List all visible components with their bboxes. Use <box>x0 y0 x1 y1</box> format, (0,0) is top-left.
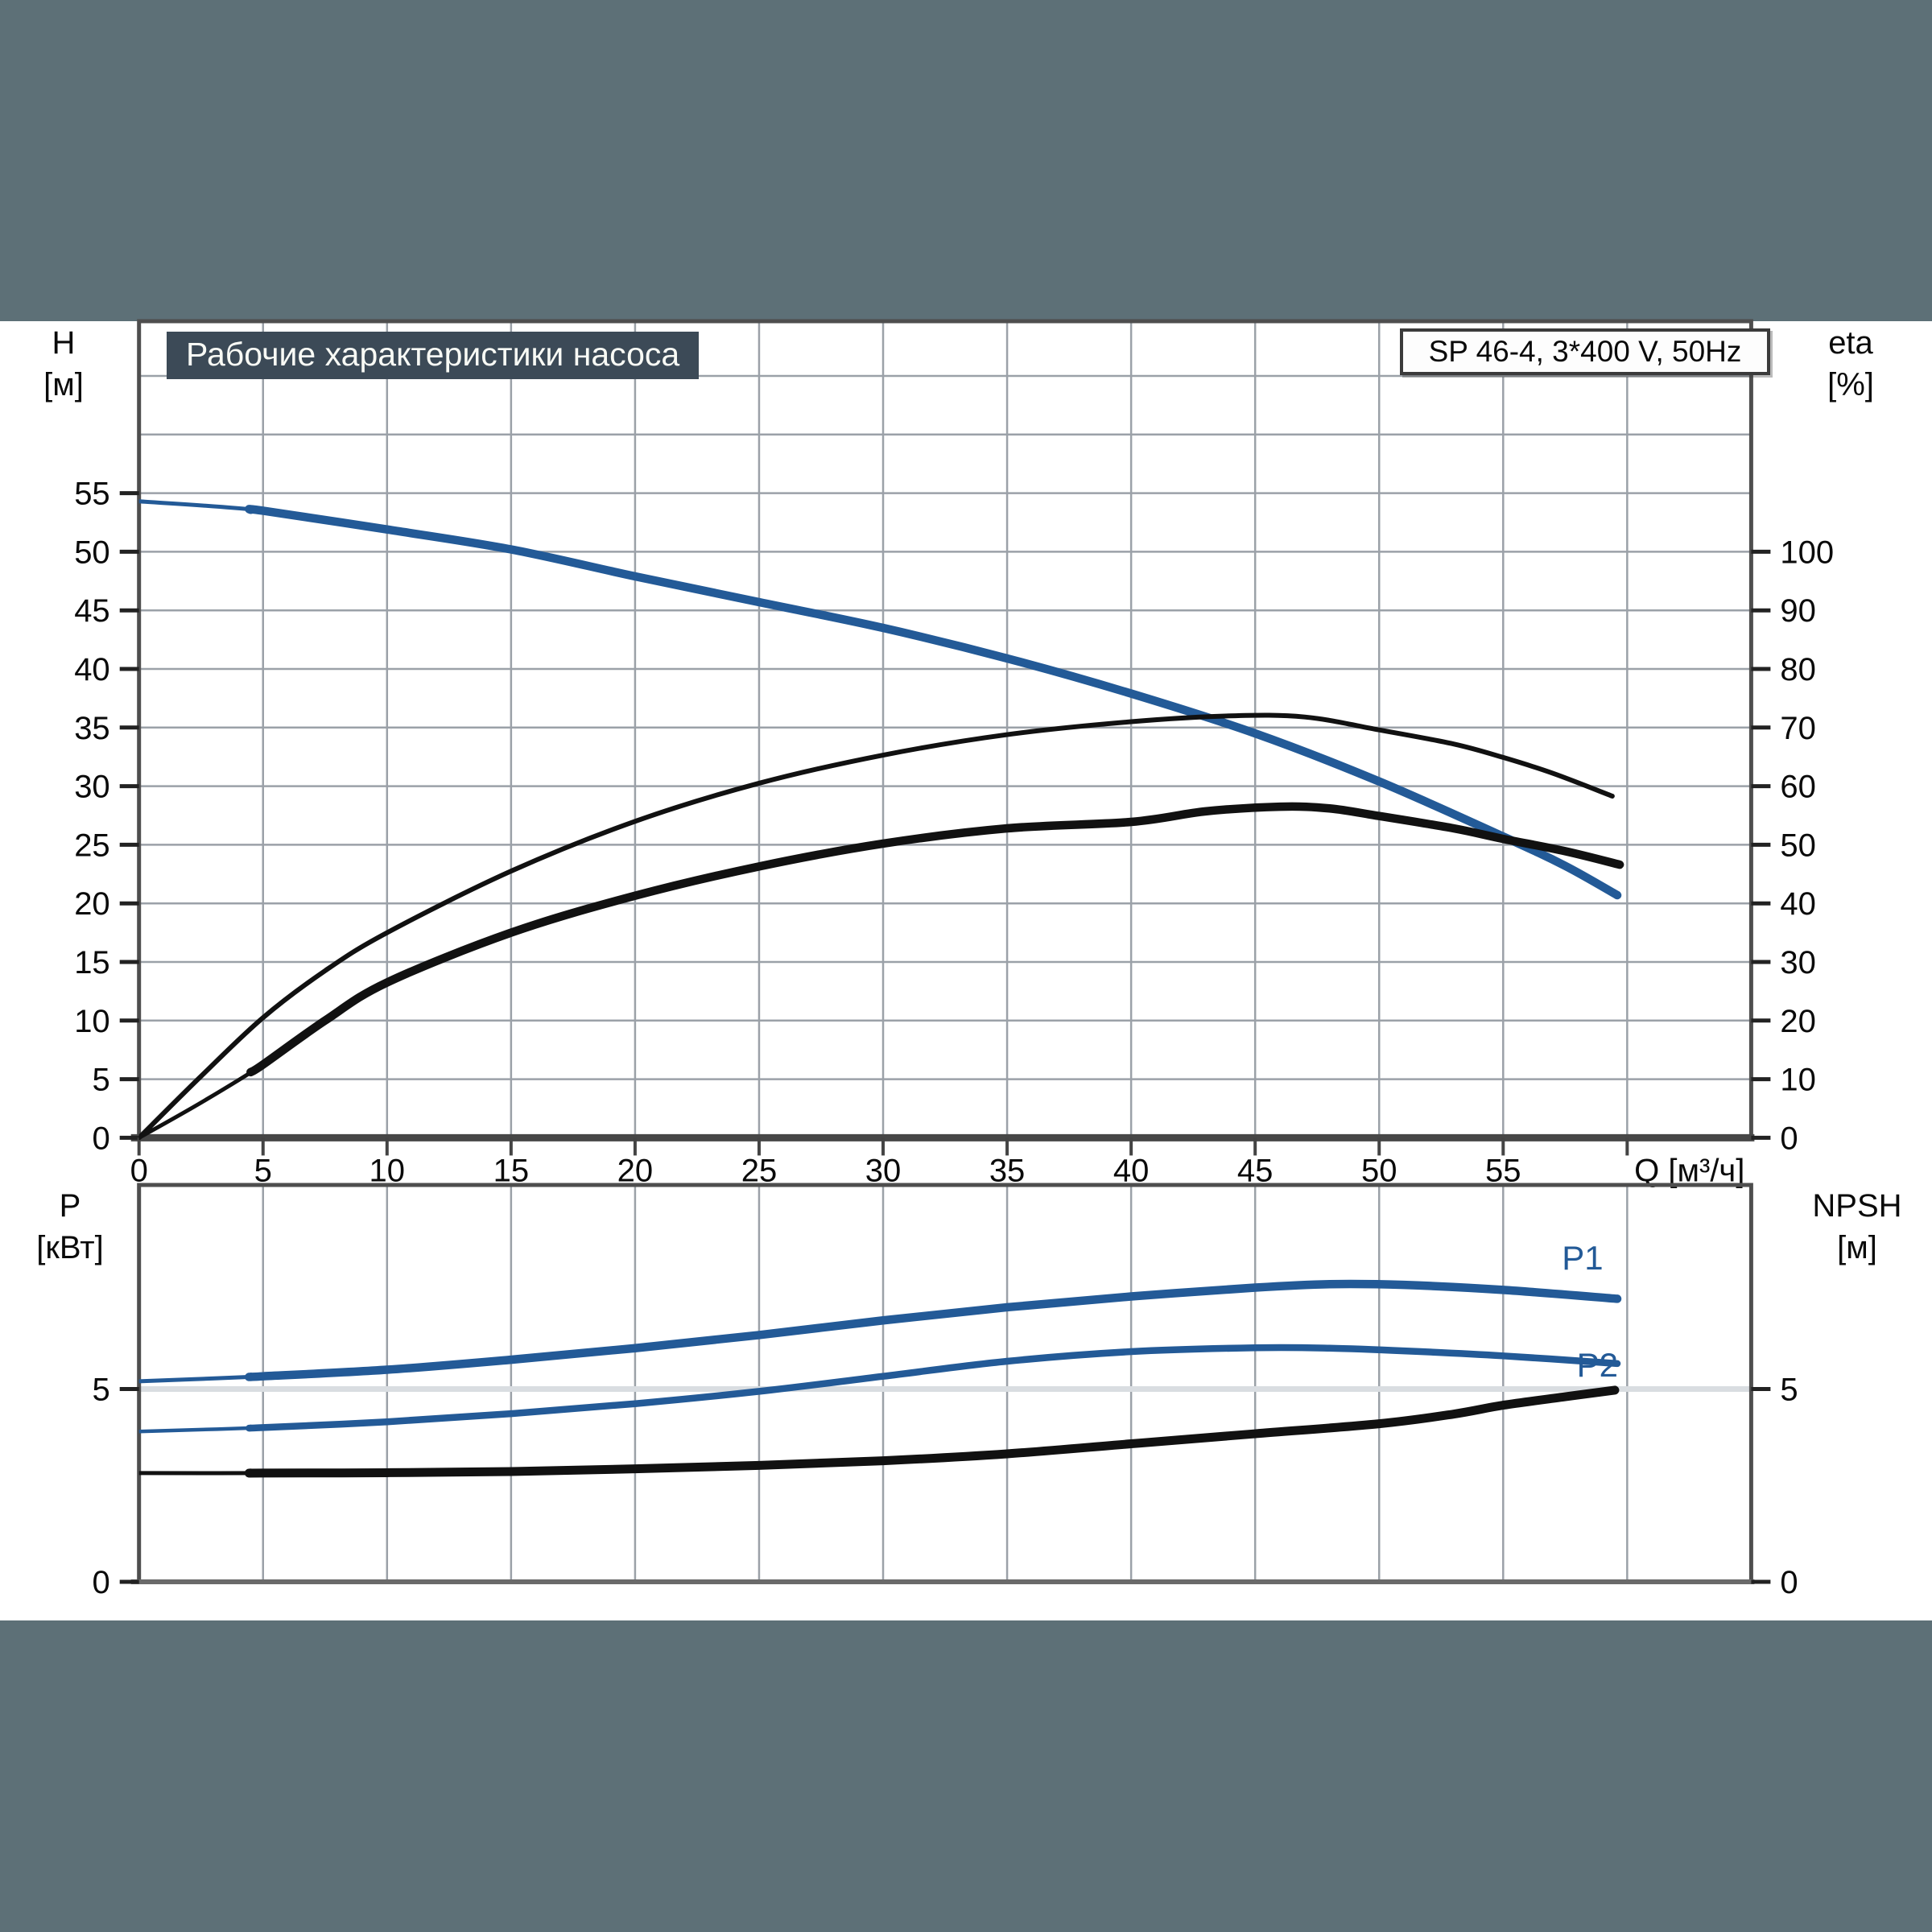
upper-chart: 0510152025303540455055010203040506070809… <box>74 319 1834 1188</box>
eta-pump-curve <box>138 712 1615 1141</box>
upper-curves <box>138 499 1624 1141</box>
flow-tick-label: 10 <box>369 1153 406 1188</box>
upper-right-tick-label: 0 <box>1780 1121 1798 1156</box>
upper-right-tick-label: 60 <box>1780 770 1816 805</box>
npsh-curve-duty <box>244 1385 1620 1478</box>
flow-tick-label: 5 <box>254 1153 272 1188</box>
flow-tick-label: 45 <box>1237 1153 1274 1188</box>
flow-tick-label: 15 <box>493 1153 530 1188</box>
upper-left-tick-label: 45 <box>74 593 110 629</box>
power-axis-unit: [кВт] <box>36 1230 104 1265</box>
flow-tick-label: 25 <box>741 1153 778 1188</box>
upper-right-tick-label: 20 <box>1780 1004 1816 1039</box>
eta-total-curve <box>138 804 1622 1140</box>
eta-total-curve-duty <box>246 802 1624 1077</box>
upper-right-tick-label: 40 <box>1780 886 1816 922</box>
upper-left-tick-label: 25 <box>74 828 110 863</box>
chart-title: Рабочие характеристики насоса <box>167 332 700 379</box>
upper-right-tick-label: 30 <box>1780 945 1816 980</box>
head-axis-unit: [м] <box>43 367 84 402</box>
flow-axis-unit-label: Q [м³/ч] <box>1634 1153 1744 1188</box>
lower-chart: 0 5 0 5 P1 P2 <box>92 1183 1798 1600</box>
upper-left-tick-label: 30 <box>74 770 110 805</box>
upper-right-tick-label: 70 <box>1780 711 1816 746</box>
upper-left-tick-label: 10 <box>74 1004 110 1039</box>
p1-curve-duty <box>245 1279 1622 1381</box>
upper-left-tick-label: 40 <box>74 652 110 687</box>
head-axis-symbol: H <box>52 325 76 361</box>
flow-tick-label: 35 <box>989 1153 1026 1188</box>
upper-left-tick-label: 15 <box>74 945 110 980</box>
upper-right-tick-label: 10 <box>1780 1063 1816 1098</box>
lower-left-tick-label: 0 <box>92 1565 109 1600</box>
upper-right-tick-label: 80 <box>1780 652 1816 687</box>
upper-right-tick-label: 100 <box>1780 535 1834 570</box>
upper-left-tick-label: 35 <box>74 711 110 746</box>
p1-curve <box>138 1282 1620 1384</box>
upper-left-tick-label: 0 <box>92 1121 109 1156</box>
flow-tick-label: 55 <box>1485 1153 1521 1188</box>
p1-curve-label: P1 <box>1562 1239 1603 1277</box>
npsh-axis-label: NPSH [м] <box>1789 1185 1926 1269</box>
lower-curves <box>138 1279 1622 1478</box>
eta-axis-symbol: eta <box>1828 325 1873 361</box>
head-axis-label: H [м] <box>19 322 108 406</box>
flow-tick-label: 30 <box>865 1153 902 1188</box>
flow-tick-label: 40 <box>1113 1153 1150 1188</box>
lower-frame <box>137 1183 1753 1584</box>
pump-model-label: SP 46-4, 3*400 V, 50Hz <box>1400 328 1770 375</box>
eta-axis-label: eta [%] <box>1806 322 1895 406</box>
flow-tick-label: 50 <box>1361 1153 1397 1188</box>
upper-right-tick-label: 90 <box>1780 593 1816 629</box>
power-axis-symbol: P <box>59 1188 81 1224</box>
lower-right-tick-label: 0 <box>1780 1565 1798 1600</box>
head-curve-duty <box>245 505 1622 900</box>
lower-left-tick-label: 5 <box>92 1373 109 1408</box>
upper-left-tick-label: 20 <box>74 886 110 922</box>
flow-tick-label: 20 <box>617 1153 654 1188</box>
p2-curve-duty <box>246 1344 1621 1432</box>
p2-curve-label: P2 <box>1577 1346 1618 1384</box>
upper-left-tick-label: 50 <box>74 535 110 570</box>
head-curve <box>138 499 1620 898</box>
power-axis-label: P [кВт] <box>18 1185 122 1269</box>
flow-tick-label: 0 <box>130 1153 148 1188</box>
eta-axis-unit: [%] <box>1827 367 1874 402</box>
npsh-axis-unit: [м] <box>1837 1230 1877 1265</box>
upper-right-tick-label: 50 <box>1780 828 1816 863</box>
upper-left-tick-label: 5 <box>92 1063 109 1098</box>
lower-right-tick-label: 5 <box>1780 1373 1798 1408</box>
upper-left-tick-label: 55 <box>74 477 110 512</box>
npsh-axis-symbol: NPSH <box>1812 1188 1902 1224</box>
upper-frame <box>137 319 1753 1140</box>
